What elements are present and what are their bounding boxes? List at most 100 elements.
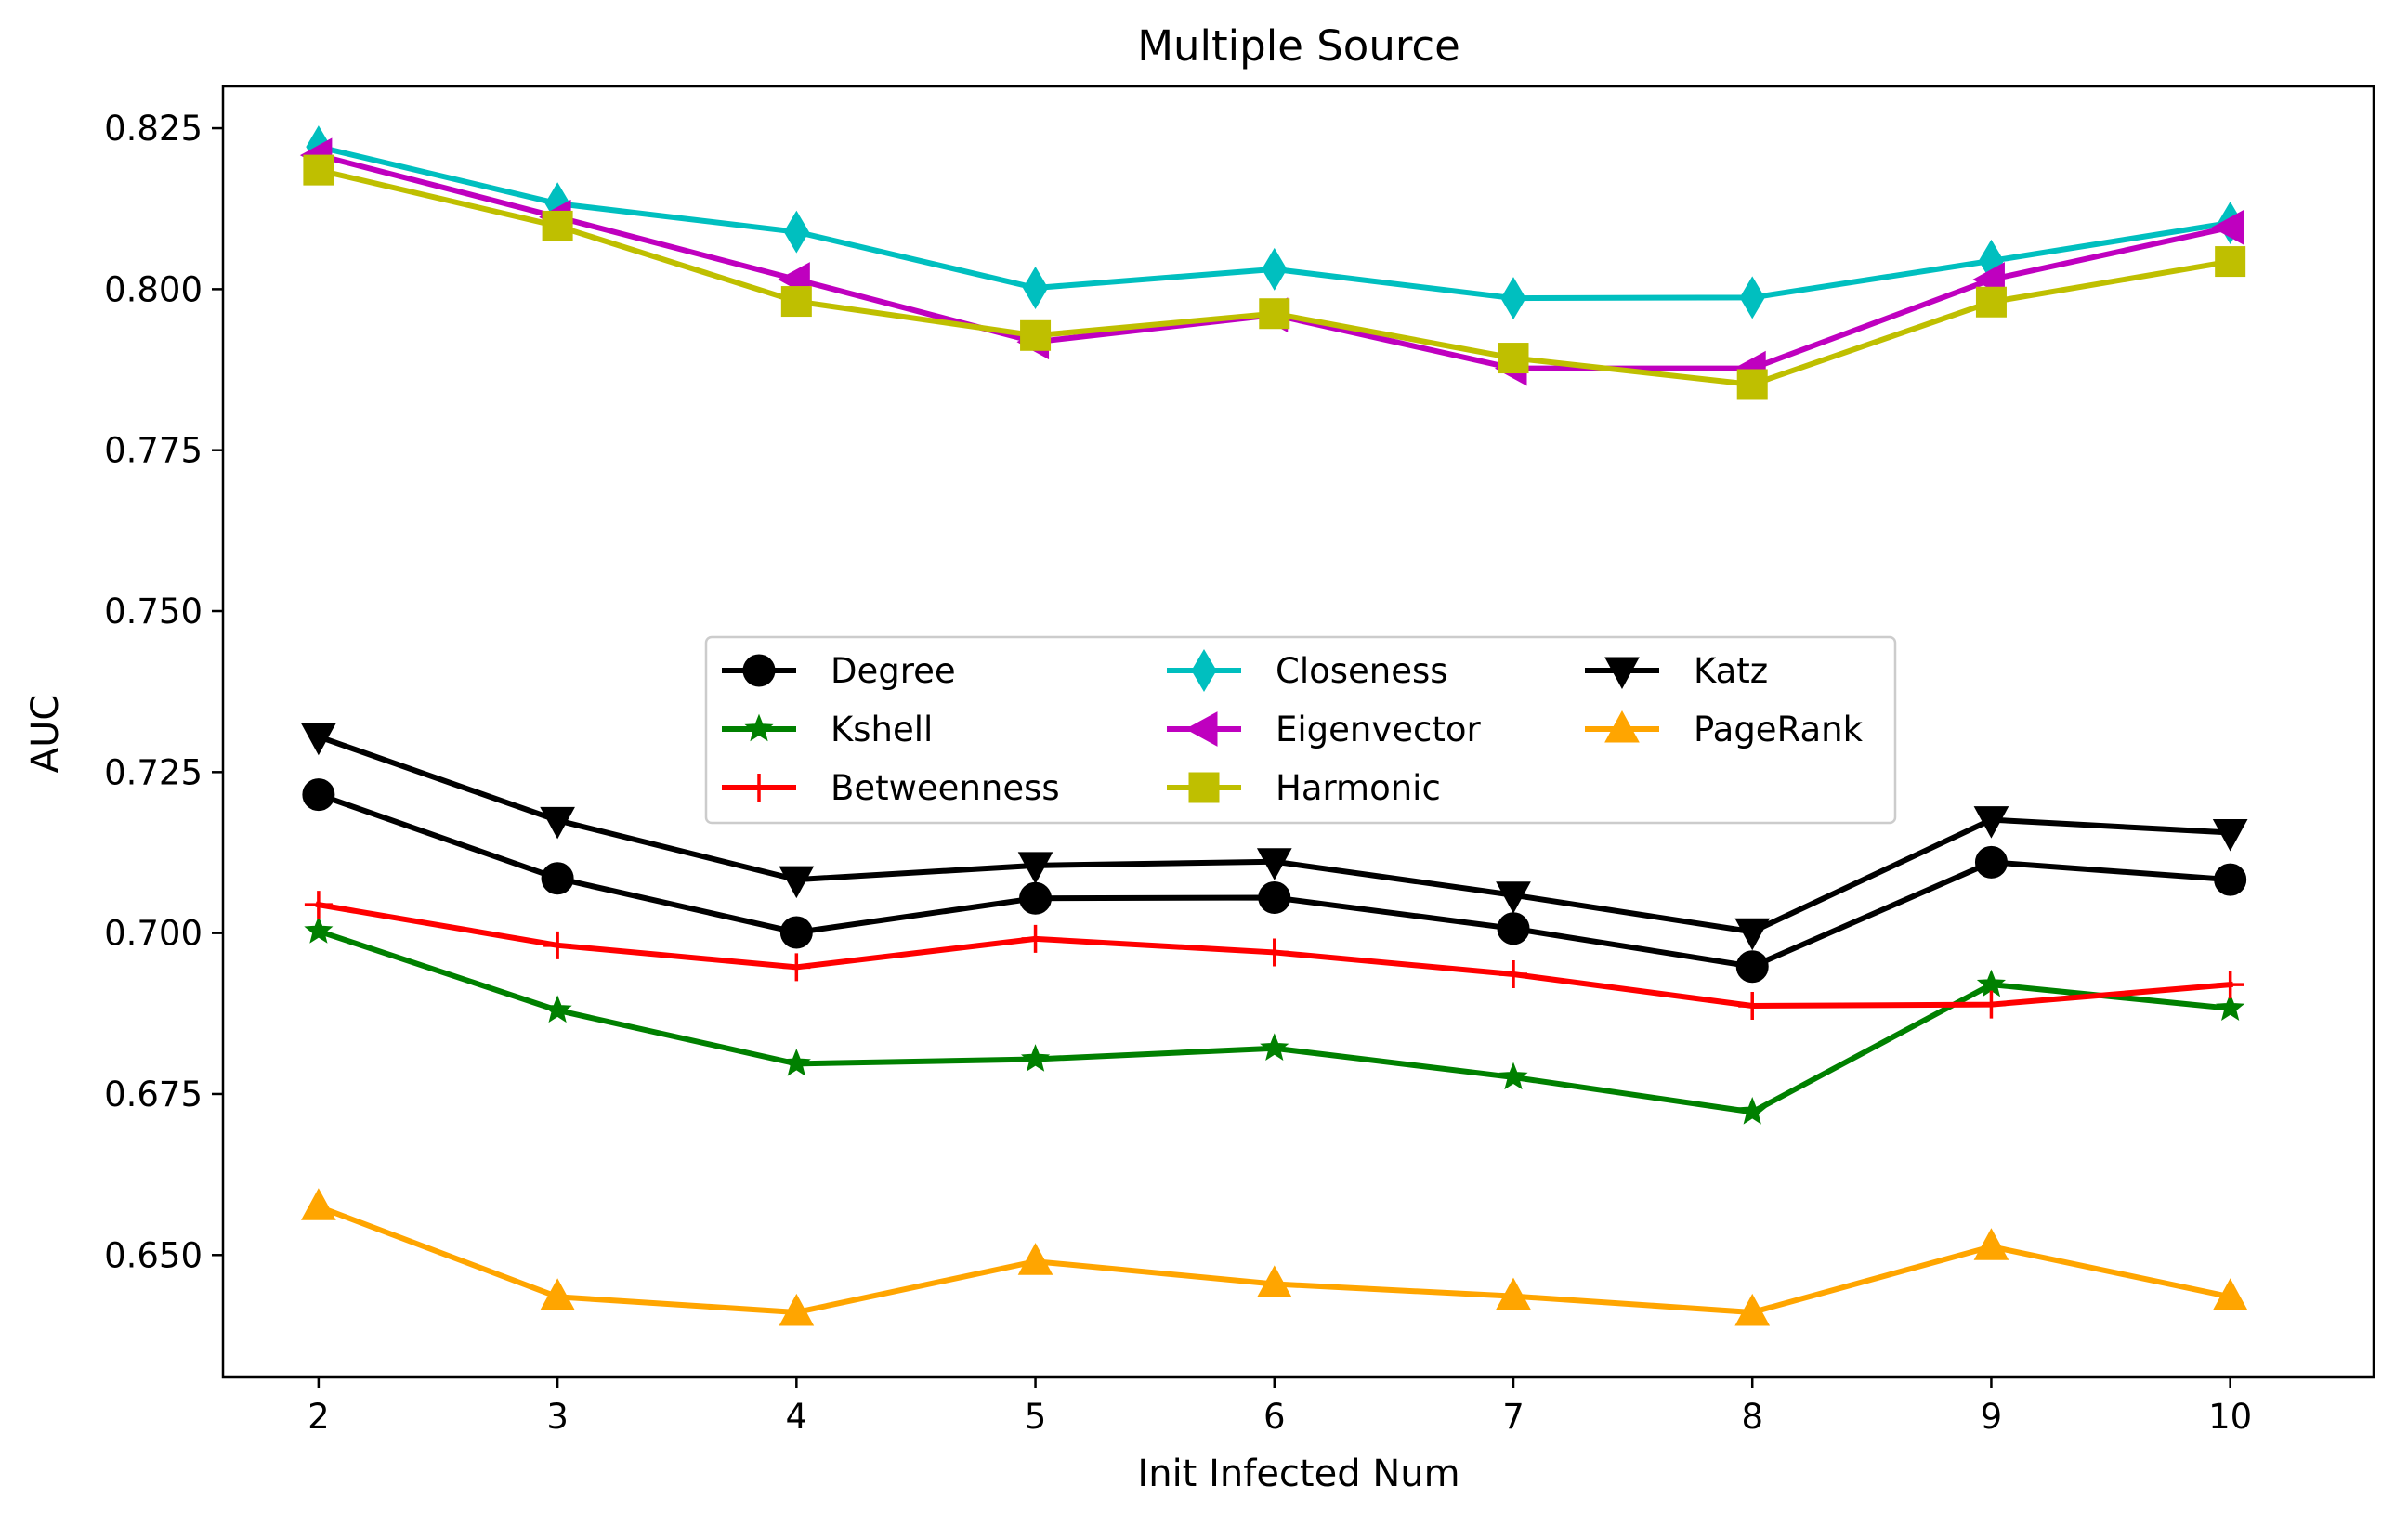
data-point-kshell [543,995,572,1023]
data-point-katz [1973,806,2009,839]
data-point-eigenvector [2211,209,2244,245]
data-point-katz [1017,852,1054,884]
x-tick-label: 8 [1741,1397,1763,1437]
data-point-kshell [1260,1033,1289,1061]
data-point-betweenness [1021,924,1050,953]
data-point-kshell [1737,1096,1767,1125]
plot-area [299,125,2248,1326]
legend-item-harmonic: Harmonic [1167,768,1441,808]
legend-marker [1184,711,1218,747]
legend-item-pagerank: PageRank [1585,710,1864,749]
x-tick-label: 7 [1502,1397,1525,1437]
series-betweenness [304,891,2244,1020]
data-point-katz [779,866,815,899]
data-point-betweenness [2216,971,2244,999]
data-point-betweenness [543,931,572,959]
y-tick-label: 0.650 [104,1235,203,1275]
legend-item-katz: Katz [1585,651,1768,691]
data-point-closeness [1500,277,1526,320]
legend-item-kshell: Kshell [722,710,933,749]
legend-marker [1604,657,1640,690]
legend-marker [1191,649,1217,692]
data-point-kshell [1498,1062,1528,1090]
data-point-kshell [1020,1044,1051,1072]
data-point-katz [2212,818,2248,852]
y-tick-label: 0.775 [104,431,203,471]
legend-label: Harmonic [1276,768,1441,808]
y-tick-label: 0.700 [104,914,203,954]
x-axis-label: Init Infected Num [1137,1453,1459,1495]
legend-label: Kshell [831,710,933,749]
y-tick-label: 0.675 [104,1075,203,1114]
legend-label: Closeness [1276,651,1448,691]
data-point-harmonic [542,210,573,241]
data-point-degree [2214,863,2247,896]
data-point-degree [779,916,813,949]
data-point-harmonic [1498,343,1529,374]
data-point-harmonic [1736,369,1768,400]
data-point-closeness [1739,276,1765,319]
data-point-harmonic [1259,298,1290,330]
data-point-katz [1256,848,1292,880]
data-point-pagerank [1973,1228,2009,1260]
data-point-betweenness [1977,990,2006,1019]
chart-title: Multiple Source [1137,21,1460,71]
data-point-katz [301,723,336,756]
series-kshell [304,916,2245,1125]
x-tick-label: 6 [1263,1397,1286,1437]
data-point-kshell [2216,993,2245,1021]
plot-frame [221,85,2375,1379]
legend-label: Katz [1694,651,1768,691]
data-point-degree [541,862,574,895]
x-tick-label: 5 [1025,1397,1047,1437]
series-degree [302,778,2247,984]
data-point-pagerank [1017,1243,1054,1275]
data-point-degree [1974,845,2008,879]
axes: 2 3 4 5 6 7 8 9 10 0.650 0.675 0.700 0.725 0.750 0.775… [104,85,2375,1437]
legend-item-eigenvector: Eigenvector [1167,710,1482,749]
data-point-closeness [783,210,809,254]
data-point-pagerank [1256,1265,1292,1297]
data-point-pagerank [1496,1277,1531,1310]
data-point-betweenness [1499,960,1527,989]
legend-box [704,635,1897,825]
series-katz [301,723,2248,951]
y-axis-label: AUC [24,695,67,774]
legend-marker [1188,772,1220,803]
data-point-harmonic [1020,319,1052,351]
data-point-degree [1497,912,1530,945]
legend-marker [745,774,773,802]
data-point-degree [1735,950,1769,984]
legend-label: Degree [831,651,956,691]
y-tick-label: 0.750 [104,592,203,632]
x-tick-label: 2 [308,1397,330,1437]
series-closeness [306,125,2244,320]
data-point-harmonic [1975,286,2007,318]
x-tick-label: 9 [1981,1397,2003,1437]
data-point-closeness [1022,267,1049,309]
legend-marker [744,713,774,742]
y-tick-label: 0.825 [104,109,203,149]
x-tick-label: 10 [2208,1397,2252,1437]
data-point-betweenness [304,891,333,919]
legend-marker [1604,710,1640,743]
legend-item-betweenness: Betweenness [722,768,1060,808]
data-point-katz [540,806,575,840]
data-point-katz [1734,918,1771,951]
y-tick-label: 0.725 [104,752,203,792]
legend-marker [742,654,776,687]
data-point-betweenness [1260,938,1289,967]
data-point-pagerank [540,1278,575,1310]
legend-item-closeness: Closeness [1167,649,1448,692]
series-pagerank [301,1188,2248,1326]
legend-label: PageRank [1694,710,1864,749]
data-point-pagerank [779,1293,815,1326]
data-point-katz [1496,881,1531,914]
data-point-harmonic [303,154,334,186]
legend-label: Betweenness [831,768,1060,808]
data-point-degree [1258,881,1291,915]
data-point-kshell [304,916,334,944]
data-point-harmonic [2215,246,2246,278]
legend-label: Eigenvector [1276,710,1482,749]
